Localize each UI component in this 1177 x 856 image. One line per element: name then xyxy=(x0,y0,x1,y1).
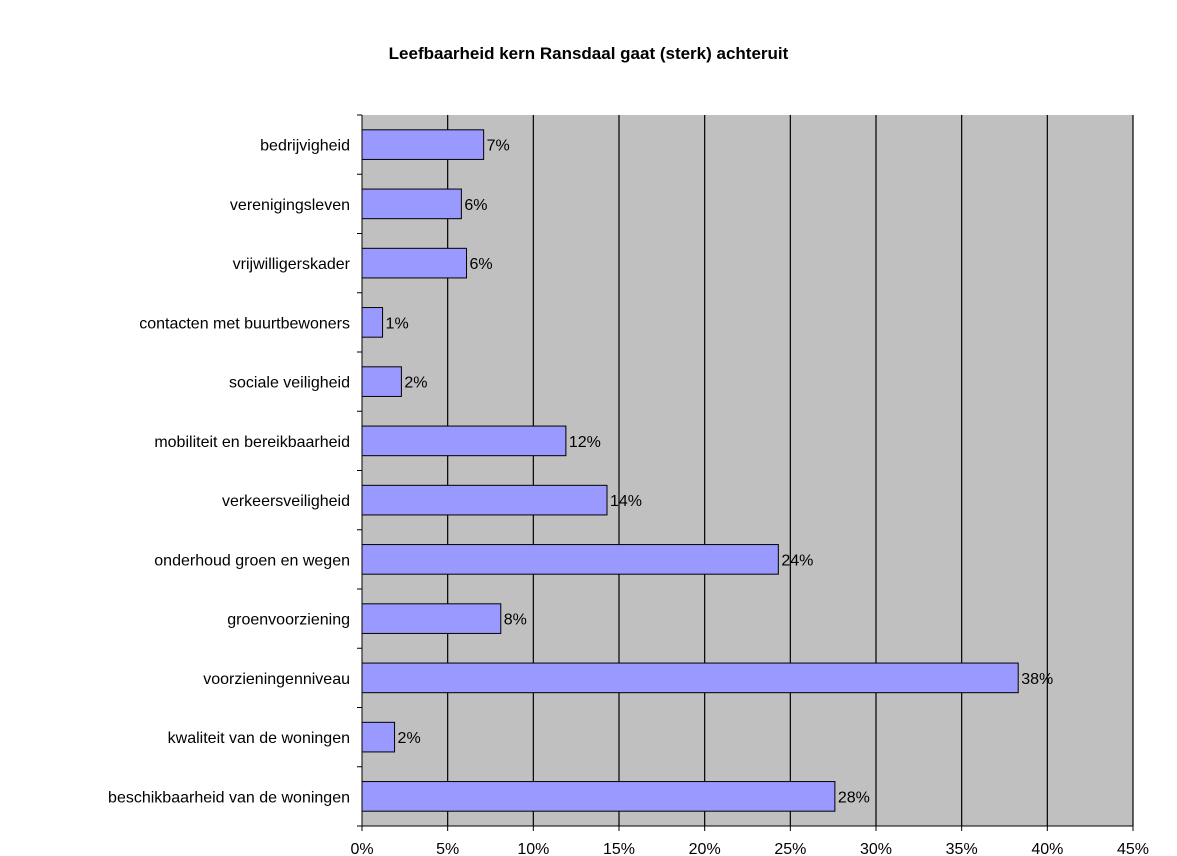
data-label: 28% xyxy=(838,789,870,806)
bar xyxy=(361,366,402,397)
x-tick-label: 10% xyxy=(517,841,549,856)
bar xyxy=(361,662,1019,694)
category-label: verenigingsleven xyxy=(230,197,350,214)
data-label: 6% xyxy=(464,197,487,214)
data-label: 6% xyxy=(470,256,493,273)
bar xyxy=(361,781,836,812)
bar xyxy=(361,247,468,279)
bar xyxy=(361,129,485,160)
x-tick-label: 40% xyxy=(1031,841,1063,856)
bar xyxy=(361,603,502,634)
data-label: 38% xyxy=(1021,671,1053,688)
data-label: 12% xyxy=(569,434,601,451)
x-tick-label: 25% xyxy=(774,841,806,856)
bar xyxy=(361,721,396,753)
category-label: kwaliteit van de woningen xyxy=(168,730,350,747)
bar xyxy=(361,307,384,338)
category-label: voorzieningenniveau xyxy=(203,671,350,688)
plot-area xyxy=(362,115,1133,826)
x-tick-label: 0% xyxy=(350,841,373,856)
category-label: mobiliteit en bereikbaarheid xyxy=(154,434,350,451)
category-label: onderhoud groen en wegen xyxy=(154,552,350,569)
category-label: beschikbaarheid van de woningen xyxy=(108,789,350,806)
x-tick-label: 45% xyxy=(1117,841,1149,856)
data-label: 8% xyxy=(504,612,527,629)
data-label: 14% xyxy=(610,493,642,510)
category-label: verkeersveiligheid xyxy=(222,493,350,510)
x-tick-label: 5% xyxy=(436,841,459,856)
bar xyxy=(361,484,608,516)
x-tick-label: 15% xyxy=(603,841,635,856)
bar xyxy=(361,188,462,220)
category-label: contacten met buurtbewoners xyxy=(139,315,350,332)
data-label: 7% xyxy=(487,138,510,155)
category-label: groenvoorziening xyxy=(227,612,350,629)
x-tick-label: 35% xyxy=(946,841,978,856)
category-label: bedrijvigheid xyxy=(260,138,350,155)
category-label: vrijwilligerskader xyxy=(233,256,351,273)
category-label: sociale veiligheid xyxy=(229,375,350,392)
bar xyxy=(361,425,567,457)
data-label: 24% xyxy=(781,552,813,569)
x-tick-label: 30% xyxy=(860,841,892,856)
bar xyxy=(361,544,779,575)
chart-title: Leefbaarheid kern Ransdaal gaat (sterk) … xyxy=(388,44,789,63)
data-label: 2% xyxy=(398,730,421,747)
data-label: 2% xyxy=(404,375,427,392)
data-label: 1% xyxy=(386,315,409,332)
x-tick-label: 20% xyxy=(689,841,721,856)
